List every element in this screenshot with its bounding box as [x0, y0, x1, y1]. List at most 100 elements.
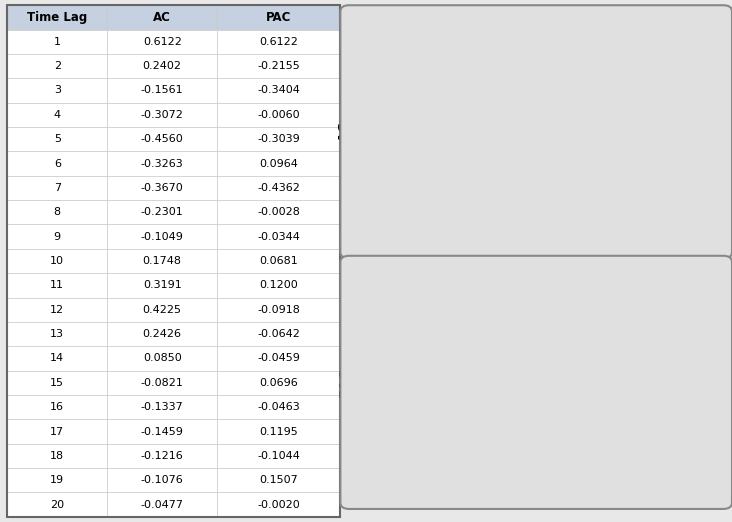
- Text: -0.3404: -0.3404: [258, 86, 300, 96]
- Bar: [609, 379, 619, 390]
- Bar: [7, 30, 107, 54]
- Bar: [107, 249, 217, 273]
- Text: -0.1044: -0.1044: [258, 451, 300, 461]
- Text: -0.1337: -0.1337: [141, 402, 184, 412]
- Text: 0.6122: 0.6122: [259, 37, 298, 47]
- Text: -0.0028: -0.0028: [258, 207, 300, 217]
- Bar: [506, 140, 515, 158]
- Text: 0.4225: 0.4225: [143, 305, 182, 315]
- Bar: [419, 140, 429, 191]
- Text: -0.0918: -0.0918: [258, 305, 300, 315]
- Bar: [627, 390, 636, 398]
- Bar: [7, 419, 107, 444]
- Bar: [643, 371, 653, 390]
- Bar: [7, 468, 107, 492]
- Bar: [609, 140, 619, 153]
- Bar: [107, 371, 217, 395]
- Bar: [217, 371, 340, 395]
- Text: 8: 8: [53, 207, 61, 217]
- Bar: [217, 346, 340, 371]
- Bar: [7, 103, 107, 127]
- Text: -0.3263: -0.3263: [141, 159, 184, 169]
- Text: AC: AC: [153, 11, 171, 24]
- Text: -0.0344: -0.0344: [258, 232, 300, 242]
- Bar: [7, 322, 107, 346]
- Bar: [540, 87, 550, 140]
- Bar: [678, 365, 687, 390]
- Text: -0.4362: -0.4362: [258, 183, 300, 193]
- Text: 16: 16: [51, 402, 64, 412]
- Bar: [107, 444, 217, 468]
- Bar: [107, 322, 217, 346]
- Bar: [217, 78, 340, 103]
- Text: PAC: PAC: [266, 11, 291, 24]
- Bar: [7, 273, 107, 298]
- Bar: [217, 419, 340, 444]
- Text: 7: 7: [53, 183, 61, 193]
- Bar: [217, 298, 340, 322]
- Bar: [488, 140, 498, 179]
- Bar: [592, 126, 601, 140]
- Bar: [217, 151, 340, 176]
- Text: 13: 13: [51, 329, 64, 339]
- Bar: [419, 390, 429, 392]
- Bar: [557, 390, 567, 406]
- Text: -0.0821: -0.0821: [141, 378, 184, 388]
- Bar: [678, 140, 687, 158]
- Text: -0.1216: -0.1216: [141, 451, 184, 461]
- Text: 5: 5: [53, 134, 61, 144]
- Bar: [695, 140, 705, 148]
- Bar: [557, 70, 567, 140]
- Bar: [107, 395, 217, 419]
- Text: -0.0459: -0.0459: [258, 353, 300, 363]
- Bar: [217, 176, 340, 200]
- Text: 19: 19: [51, 475, 64, 485]
- Bar: [523, 111, 532, 140]
- Bar: [217, 492, 340, 517]
- Bar: [107, 54, 217, 78]
- Bar: [471, 390, 480, 463]
- Text: 20: 20: [51, 500, 64, 509]
- Text: 17: 17: [51, 426, 64, 436]
- Text: 0.0681: 0.0681: [259, 256, 298, 266]
- Bar: [385, 100, 395, 140]
- Bar: [107, 176, 217, 200]
- Text: 1: 1: [53, 37, 61, 47]
- Bar: [217, 273, 340, 298]
- Text: -0.1561: -0.1561: [141, 86, 184, 96]
- Bar: [7, 54, 107, 78]
- Text: 0.6122: 0.6122: [143, 37, 182, 47]
- Bar: [7, 224, 107, 249]
- Bar: [217, 30, 340, 54]
- Text: -0.0060: -0.0060: [258, 110, 300, 120]
- Bar: [7, 200, 107, 224]
- Bar: [7, 78, 107, 103]
- Bar: [107, 127, 217, 151]
- Bar: [402, 390, 411, 447]
- Bar: [575, 100, 584, 140]
- Y-axis label: AC: AC: [338, 121, 352, 143]
- Bar: [107, 224, 217, 249]
- Bar: [217, 127, 340, 151]
- Bar: [436, 140, 446, 216]
- Text: 15: 15: [51, 378, 64, 388]
- Text: 0.0964: 0.0964: [259, 159, 298, 169]
- Bar: [7, 249, 107, 273]
- Text: 10: 10: [51, 256, 64, 266]
- Bar: [217, 322, 340, 346]
- Bar: [7, 492, 107, 517]
- Bar: [217, 200, 340, 224]
- Bar: [107, 346, 217, 371]
- Bar: [217, 54, 340, 78]
- Bar: [471, 140, 480, 201]
- Text: 0.1507: 0.1507: [259, 475, 298, 485]
- Text: 0.1195: 0.1195: [259, 426, 298, 436]
- Bar: [217, 395, 340, 419]
- Bar: [7, 5, 107, 30]
- Bar: [575, 390, 584, 401]
- Text: -0.0020: -0.0020: [258, 500, 300, 509]
- Text: 11: 11: [51, 280, 64, 290]
- Bar: [627, 140, 636, 162]
- Text: 0.1200: 0.1200: [259, 280, 298, 290]
- Text: -0.2301: -0.2301: [141, 207, 184, 217]
